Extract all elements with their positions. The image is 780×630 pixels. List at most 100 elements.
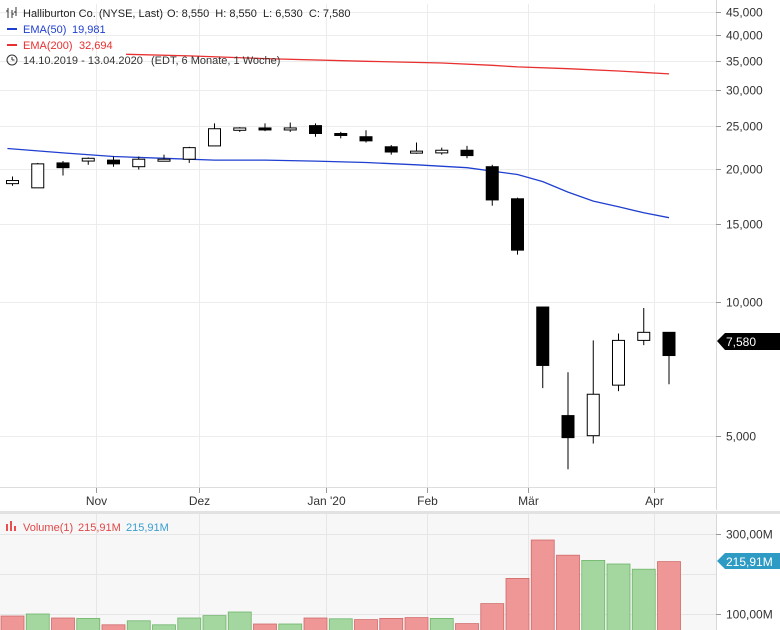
candle-body-up [410, 150, 423, 154]
volume-bar [101, 624, 126, 630]
candle [460, 145, 474, 159]
volume-bar [152, 624, 176, 630]
candle-body-down [384, 146, 398, 153]
x-tick-label: Jan '20 [307, 494, 346, 508]
volume-bar [278, 623, 303, 630]
candle [485, 164, 499, 206]
candle [56, 161, 70, 176]
date-range: 14.10.2019 - 13.04.2020 [23, 55, 143, 67]
y-tick-label: 30,000 [726, 84, 763, 98]
volume-icon [6, 521, 16, 531]
volume-bars [0, 539, 681, 630]
volume-bar [657, 561, 681, 630]
candle-body-down [309, 125, 322, 134]
volume-value-down: 215,91M [78, 522, 121, 534]
candle [208, 123, 221, 147]
volume-bar [227, 611, 252, 630]
volume-bar [76, 618, 101, 630]
candle [182, 146, 196, 163]
volume-tag: 215,91M [717, 553, 780, 569]
y-tick-label: 25,000 [726, 120, 763, 134]
x-tick-label: Mär [518, 494, 539, 508]
ema200-label: EMA(200) [23, 40, 73, 52]
candle [31, 162, 45, 189]
volume-tag-label: 215,91M [726, 555, 773, 569]
candle-body-up [132, 158, 146, 168]
last-price-tag: 7,580 [717, 333, 780, 350]
candle-body-down [258, 127, 272, 131]
candle-body-up [435, 149, 449, 154]
candle-body-up [31, 163, 45, 189]
volume-tag-shape [717, 553, 780, 569]
ema50-line [7, 147, 670, 219]
volume-bar [429, 618, 454, 630]
candle [384, 145, 398, 155]
volume-bar [126, 620, 151, 630]
volume-axis: 300,00M 100,00M [716, 514, 773, 630]
clock-icon [6, 54, 18, 66]
candle-body-down [359, 136, 373, 142]
ohlc-values: O: 8,550 H: 8,550 L: 6,530 C: 7,580 [167, 8, 350, 20]
x-tick-label: Dez [189, 494, 210, 508]
volume-bar [354, 619, 378, 630]
candle-body-up [81, 157, 95, 162]
volume-tick-label: 300,00M [726, 528, 773, 542]
candle [511, 197, 524, 255]
candle [536, 306, 550, 389]
candle-body-up [6, 180, 19, 185]
volume-bar [606, 563, 631, 630]
y-tick-label: 45,000 [726, 6, 763, 20]
candle [81, 157, 95, 165]
volume-bar [25, 613, 50, 630]
candle [612, 333, 625, 392]
ema200-value: 32,694 [79, 40, 113, 52]
x-tick-label: Nov [86, 494, 107, 508]
candle-body-up [208, 128, 221, 147]
candle-body-up [637, 331, 651, 341]
candle [435, 147, 449, 155]
candle-body-up [157, 158, 171, 162]
candle [233, 127, 247, 132]
grid [0, 4, 716, 488]
volume-tick-label: 100,00M [726, 608, 773, 622]
y-tick-label: 5,000 [726, 430, 756, 444]
candle [132, 156, 146, 170]
candle [410, 142, 423, 154]
volume-bar [253, 623, 277, 630]
candle [107, 156, 120, 167]
candle [283, 122, 297, 132]
ema50-value: 19,981 [72, 24, 106, 36]
candle [309, 123, 322, 137]
candle-body-up [586, 393, 600, 437]
candle [662, 331, 676, 385]
volume-bar [480, 603, 505, 630]
y-tick-label: 35,000 [726, 55, 763, 69]
candle-body-up [612, 339, 625, 386]
price-axis: 45,000 40,000 35,000 30,000 25,000 20,000 15,0… [716, 0, 763, 510]
y-tick-label: 15,000 [726, 218, 763, 232]
candle-body-down [485, 166, 499, 201]
candle-body-down [561, 415, 575, 439]
candle [359, 130, 373, 143]
candle-body-down [334, 132, 348, 136]
volume-bar [328, 618, 353, 630]
bar-chart-icon [6, 7, 17, 18]
y-tick-label: 10,000 [726, 296, 763, 310]
x-tick-label: Feb [417, 494, 438, 508]
volume-legend: Volume(1) 215,91M 215,91M [6, 521, 169, 534]
candles [6, 122, 676, 470]
candle-body-up [283, 127, 297, 131]
volume-bar [202, 615, 227, 630]
candle [334, 131, 348, 139]
candle-body-up [233, 127, 247, 131]
volume-bar [530, 539, 555, 630]
ema50-label: EMA(50) [23, 24, 66, 36]
ema50-path [7, 147, 670, 219]
volume-value-current: 215,91M [126, 522, 169, 534]
candle [561, 372, 575, 470]
candle-body-down [460, 149, 474, 157]
volume-bar [404, 617, 429, 630]
candle-body-down [56, 162, 70, 169]
candle-body-down [536, 306, 550, 366]
